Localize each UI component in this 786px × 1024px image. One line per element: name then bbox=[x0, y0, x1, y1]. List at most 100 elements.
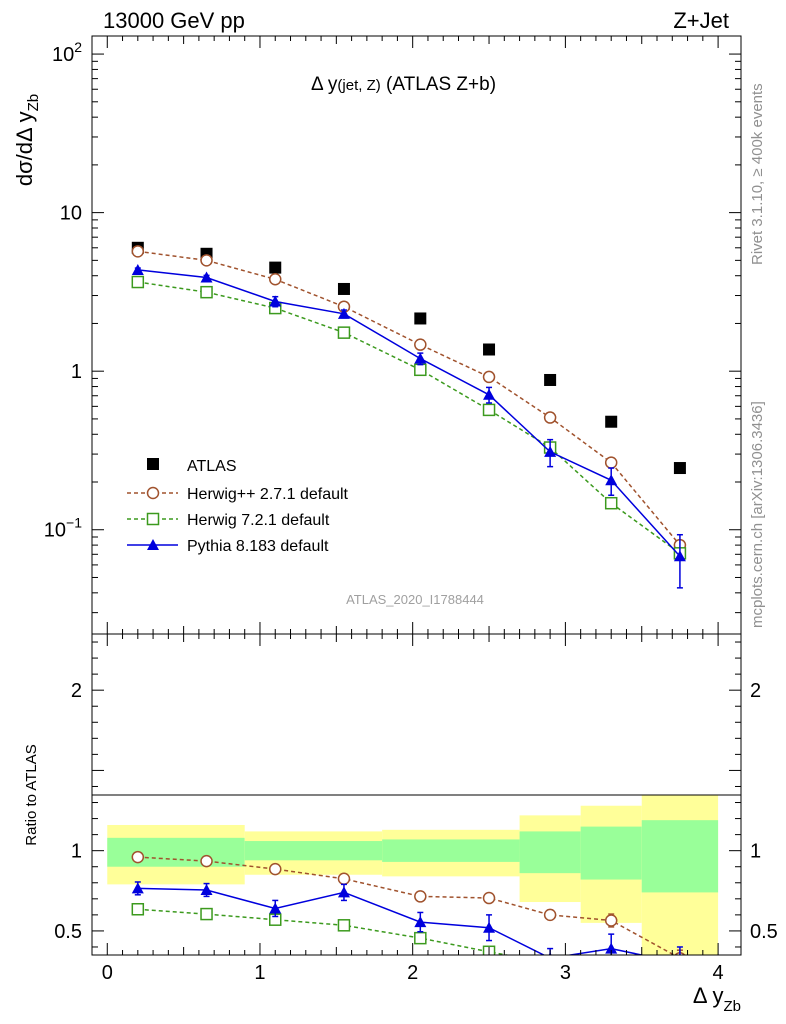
ratio-y-tick-label-right: 2 bbox=[750, 680, 761, 702]
legend-label-atlas: ATLAS bbox=[187, 458, 237, 475]
ratio-point-pythia bbox=[605, 942, 618, 954]
x-axis-label-main: Δ y bbox=[693, 983, 724, 1008]
main-y-axis-label-sub: Zb bbox=[25, 94, 42, 112]
legend-label-herwig7: Herwig 7.2.1 default bbox=[187, 512, 330, 529]
atlas-data-point bbox=[605, 415, 618, 428]
ratio-y-axis-label: Ratio to ATLAS bbox=[23, 744, 40, 845]
main-line-herwigpp bbox=[137, 250, 681, 546]
main-point-pythia bbox=[483, 388, 496, 400]
legend-marker-herwigpp bbox=[146, 486, 160, 500]
ratio-point-herwigpp bbox=[604, 914, 618, 927]
main-point-pythia bbox=[200, 271, 213, 283]
main-point-herwigpp bbox=[482, 370, 496, 384]
ratio-point-herwig7 bbox=[131, 903, 145, 916]
main-point-herwig7 bbox=[200, 285, 213, 299]
main-point-herwigpp bbox=[543, 411, 557, 424]
ratio-point-herwig7 bbox=[674, 974, 685, 985]
main-y-tick-label-exponent: −1 bbox=[66, 515, 82, 531]
ratio-point-herwigpp bbox=[543, 908, 557, 922]
ratio-point-herwigpp bbox=[268, 862, 282, 876]
atlas-data-point bbox=[544, 373, 557, 386]
ratio-band-inner bbox=[107, 837, 245, 867]
legend-label-pythia: Pythia 8.183 default bbox=[187, 538, 329, 555]
main-y-tick-label: 10−1 bbox=[44, 515, 82, 542]
ratio-line-herwigpp bbox=[137, 856, 676, 955]
main-y-axis-label-main: dσ/dΔ y bbox=[12, 111, 37, 186]
main-point-herwig7 bbox=[604, 496, 618, 510]
analysis-watermark: ATLAS_2020_I1788444 bbox=[346, 592, 484, 607]
ratio-point-pythia bbox=[414, 916, 427, 928]
ratio-band-inner bbox=[519, 831, 581, 874]
rivet-version-label: Rivet 3.1.10, ≥ 400k events bbox=[749, 83, 766, 265]
ratio-y-tick-label-left: 0.5 bbox=[54, 921, 82, 943]
ratio-point-pythia bbox=[337, 886, 350, 898]
x-tick-label: 0 bbox=[102, 962, 113, 984]
main-point-pythia bbox=[605, 474, 618, 486]
ratio-y-tick-label-right: 1 bbox=[750, 841, 761, 863]
main-point-pythia bbox=[269, 295, 282, 307]
legend: ATLAS Herwig++ 2.7.1 default Herwig 7.2.… bbox=[127, 458, 349, 555]
x-tick-labels: 0 1 2 3 4 bbox=[102, 962, 724, 984]
main-title-sub: (jet, Z) bbox=[337, 77, 380, 94]
atlas-data-point bbox=[483, 343, 496, 356]
main-y-tick-label-base: 10 bbox=[52, 44, 74, 66]
ratio-band-inner bbox=[580, 826, 642, 880]
main-title: Δ y(jet, Z) (ATLAS Z+b) bbox=[311, 74, 496, 95]
main-y-tick-label: 10 bbox=[60, 203, 82, 225]
main-point-herwig7 bbox=[414, 363, 427, 377]
ratio-point-herwig7 bbox=[606, 966, 617, 977]
ratio-point-pythia bbox=[131, 882, 144, 894]
ratio-y-tick-labels: 0.5 0.5 1 1 2 2 bbox=[54, 680, 778, 943]
main-point-herwigpp bbox=[414, 338, 427, 351]
main-point-pythia bbox=[337, 307, 350, 319]
main-y-tick-label-base: 10 bbox=[44, 520, 66, 542]
atlas-data-point bbox=[269, 261, 282, 274]
x-axis-label-sub: Zb bbox=[723, 998, 741, 1015]
main-point-herwigpp bbox=[268, 273, 282, 286]
ratio-uncertainty-bands bbox=[107, 794, 719, 955]
ratio-point-herwigpp bbox=[414, 890, 427, 903]
ratio-point-herwig7 bbox=[545, 958, 556, 969]
main-point-pythia bbox=[544, 445, 557, 457]
x-tick-label: 4 bbox=[713, 962, 724, 984]
main-point-herwig7 bbox=[337, 326, 351, 339]
header-energy-label: 13000 GeV pp bbox=[103, 8, 245, 33]
main-y-tick-label: 1 bbox=[71, 361, 82, 383]
ratio-series-clipped bbox=[131, 850, 686, 985]
ratio-point-herwig7 bbox=[200, 907, 213, 921]
main-y-axis-label: dσ/dΔ yZb bbox=[12, 94, 42, 186]
main-y-tick-label-exponent: 2 bbox=[74, 39, 82, 55]
legend-marker-pythia bbox=[147, 539, 159, 550]
x-tick-label: 3 bbox=[560, 962, 571, 984]
ratio-point-pythia bbox=[200, 883, 213, 895]
ratio-point-herwigpp bbox=[131, 850, 145, 864]
ratio-point-pythia bbox=[674, 957, 686, 968]
ratio-point-pythia bbox=[269, 902, 282, 914]
ratio-band-inner bbox=[244, 841, 383, 861]
main-point-herwigpp bbox=[604, 456, 618, 469]
ratio-point-herwig7 bbox=[414, 931, 427, 945]
x-tick-label: 1 bbox=[254, 962, 265, 984]
main-title-rest: (ATLAS Z+b) bbox=[381, 74, 496, 95]
ratio-y-tick-label-left: 1 bbox=[71, 841, 82, 863]
ratio-series bbox=[131, 850, 686, 985]
atlas-data-point bbox=[673, 462, 686, 475]
ratio-point-pythia bbox=[483, 921, 496, 933]
header-process-label: Z+Jet bbox=[673, 8, 729, 33]
atlas-data-point bbox=[414, 312, 427, 325]
ratio-panel: 0.5 0.5 1 1 2 2 0 1 2 3 4 Ratio to ATLAS Δ yZb bbox=[23, 633, 778, 1015]
ratio-y-tick-label-right: 0.5 bbox=[750, 921, 778, 943]
main-point-herwigpp bbox=[200, 254, 213, 267]
main-point-pythia bbox=[673, 550, 686, 562]
legend-label-herwigpp: Herwig++ 2.7.1 default bbox=[187, 486, 349, 503]
ratio-point-herwigpp bbox=[337, 872, 351, 886]
ratio-point-herwigpp bbox=[200, 854, 213, 868]
ratio-frame bbox=[91, 633, 742, 956]
main-point-pythia bbox=[131, 263, 144, 275]
main-point-herwigpp bbox=[131, 245, 145, 258]
main-y-tick-label: 102 bbox=[52, 39, 82, 66]
main-point-herwig7 bbox=[482, 403, 496, 417]
